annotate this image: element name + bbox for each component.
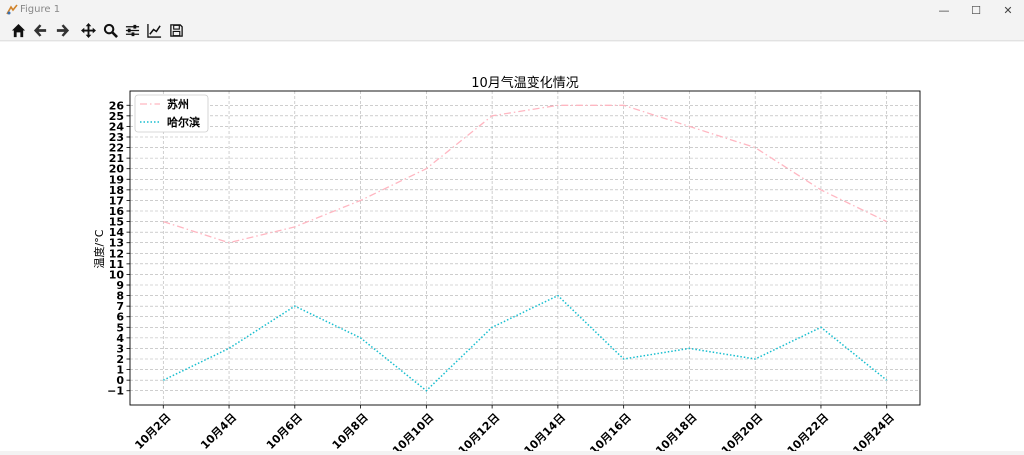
y-tick-label: 22 <box>109 142 124 155</box>
y-tick-label: 4 <box>116 332 124 345</box>
forward-arrow-icon <box>56 23 69 37</box>
y-tick-label: 17 <box>109 194 124 207</box>
y-tick-label: 13 <box>109 237 124 250</box>
y-tick-label: 7 <box>116 300 124 313</box>
pan-button[interactable] <box>78 20 98 40</box>
y-tick-label: −1 <box>107 385 124 398</box>
y-tick-label: 1 <box>116 364 124 377</box>
x-tick-label: 10月24日 <box>850 411 896 451</box>
minimize-button[interactable]: — <box>938 3 950 17</box>
navigation-toolbar <box>0 20 1024 41</box>
x-tick-label: 10月22日 <box>785 411 831 451</box>
forward-button[interactable] <box>52 20 72 40</box>
maximize-button[interactable]: ☐ <box>971 3 981 17</box>
y-tick-label: 25 <box>109 110 124 123</box>
y-tick-label: 9 <box>116 279 124 292</box>
plot-area-frame <box>129 90 921 406</box>
y-tick-label: 19 <box>109 173 124 186</box>
y-tick-label: 8 <box>116 290 124 303</box>
y-tick-label: 0 <box>116 374 124 387</box>
x-tick-label: 10月20日 <box>719 411 765 451</box>
x-tick-label: 10月2日 <box>132 411 173 451</box>
zoom-magnifier-icon <box>103 23 118 38</box>
chart-title: 10月气温变化情况 <box>471 75 579 91</box>
window-title: Figure 1 <box>20 4 61 15</box>
back-button[interactable] <box>30 20 50 40</box>
edit-axis-button[interactable] <box>144 20 164 40</box>
save-button[interactable] <box>166 20 186 40</box>
y-tick-label: 16 <box>109 205 125 218</box>
y-tick-label: 18 <box>109 184 124 197</box>
y-tick-label: 3 <box>116 342 124 355</box>
legend-box <box>134 94 209 133</box>
matplotlib-app-icon <box>6 4 18 15</box>
y-tick-label: 5 <box>116 321 124 334</box>
y-tick-label: 2 <box>116 353 124 366</box>
x-tick-label: 10月10日 <box>390 411 436 451</box>
y-axis-label: 温度/°C <box>92 229 106 268</box>
home-button[interactable] <box>8 20 28 40</box>
save-disk-icon <box>169 23 183 37</box>
legend-harbin-label: 哈尔滨 <box>167 115 200 129</box>
y-tick-label: 12 <box>109 247 124 260</box>
legend-suzhou-label: 苏州 <box>167 97 189 111</box>
x-tick-label: 10月6日 <box>264 411 305 451</box>
y-tick-label: 14 <box>109 226 125 239</box>
window-titlebar: Figure 1 — ☐ ✕ <box>0 0 1024 20</box>
x-tick-label: 10月16日 <box>587 411 633 451</box>
y-tick-label: 10 <box>109 268 125 281</box>
harbin-line <box>162 294 888 392</box>
figure-canvas: 10月气温变化情况 温度/°C −1 0 1 2 3 4 5 6 7 8 9 10 11 12 13 14 15… <box>0 42 1024 455</box>
configure-subplots-icon <box>125 24 139 36</box>
y-tick-label: 6 <box>116 311 124 324</box>
home-icon <box>11 23 25 37</box>
line-chart: 10月气温变化情况 温度/°C −10123456789101112131415… <box>92 75 921 455</box>
suzhou-line <box>163 104 887 244</box>
zoom-button[interactable] <box>100 20 120 40</box>
legend: 苏州 哈尔滨 <box>134 94 209 133</box>
x-tick-label: 10月18日 <box>653 411 699 451</box>
configure-subplots-button[interactable] <box>122 20 142 40</box>
y-tick-label: 23 <box>109 131 124 144</box>
back-arrow-icon <box>33 23 46 37</box>
x-tick-label: 10月14日 <box>522 411 568 451</box>
edit-axis-curve-icon <box>146 23 161 38</box>
x-tick-label: 10月4日 <box>198 411 239 451</box>
y-tick-label: 15 <box>109 216 124 229</box>
y-tick-label: 26 <box>109 99 125 112</box>
y-tick-label: 21 <box>109 152 124 165</box>
y-tick-label: 24 <box>109 120 125 133</box>
x-tick-label: 10月12日 <box>456 411 502 451</box>
y-tick-label: 20 <box>109 163 125 176</box>
close-button[interactable]: ✕ <box>1003 3 1013 17</box>
y-tick-label: 11 <box>109 258 124 271</box>
x-tick-label: 10月8日 <box>330 411 371 451</box>
pan-move-icon <box>80 22 96 38</box>
